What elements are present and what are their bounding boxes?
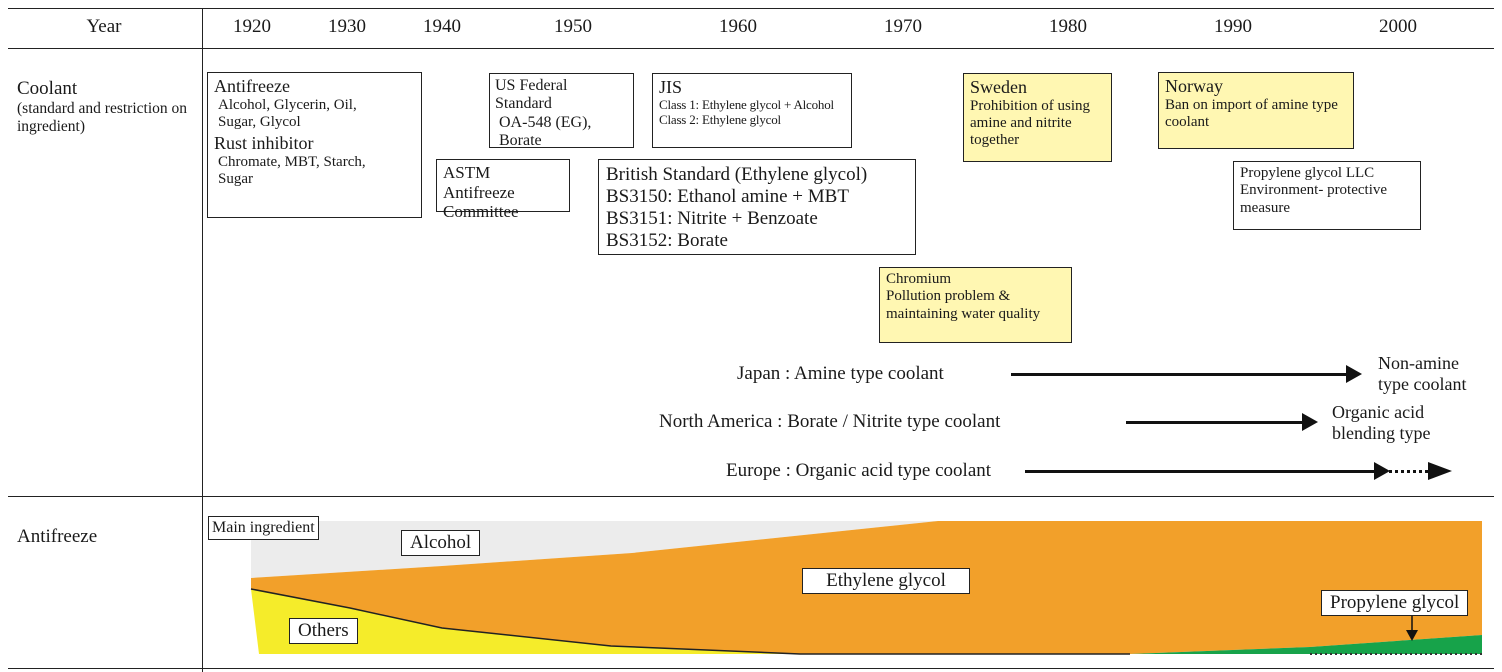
astm-line-2: Committee — [443, 202, 519, 222]
others-label: Others — [289, 618, 358, 644]
label-column-divider — [202, 8, 203, 672]
astm-line-1: ASTM Antifreeze — [443, 163, 515, 202]
others-boundary-line — [250, 588, 1130, 655]
antifreeze-title: Antifreeze — [214, 76, 290, 96]
japan-trend-arrow — [1011, 365, 1362, 383]
astm-box: ASTM Antifreeze Committee — [436, 159, 570, 221]
year-1940: 1940 — [423, 16, 461, 37]
japan-end-line-1: Non-amine — [1378, 353, 1459, 373]
japan-end-line-2: type coolant — [1378, 373, 1467, 394]
ethylene-glycol-label: Ethylene glycol — [802, 568, 970, 594]
jis-title: JIS — [659, 77, 683, 97]
sweden-line-3: together — [970, 132, 1020, 149]
propylene-llc-line-1: Propylene glycol LLC — [1240, 165, 1375, 181]
chromium-line-1: Chromium — [886, 271, 952, 287]
rust-inhibitor-line-1: Chromate, MBT, Starch, — [218, 153, 366, 170]
japan-trend-end: Non-amine type coolant — [1378, 353, 1466, 394]
norway-line-1: Ban on import of amine type — [1165, 96, 1338, 113]
jis-line-1: Class 1: Ethylene glycol + Alcohol — [659, 96, 834, 112]
jis-line-2: Class 2: Ethylene glycol — [659, 111, 781, 127]
propylene-glycol-label: Propylene glycol — [1321, 590, 1469, 616]
british-standard-box: British Standard (Ethylene glycol) BS315… — [598, 159, 916, 255]
north-america-trend-label: North America : Borate / Nitrite type co… — [659, 411, 1001, 432]
propylene-llc-line-2: Environment- protective — [1240, 182, 1388, 199]
us-federal-standard-box: US Federal Standard OA-548 (EG), Borate — [489, 73, 634, 150]
jis-box: JIS Class 1: Ethylene glycol + Alcohol C… — [652, 73, 852, 148]
europe-trend-label: Europe : Organic acid type coolant — [726, 460, 992, 481]
main-ingredient-label: Main ingredient — [208, 516, 319, 540]
propylene-glycol-llc-box: Propylene glycol LLC Environment- protec… — [1233, 161, 1421, 230]
year-1920: 1920 — [233, 16, 271, 37]
year-1950: 1950 — [554, 16, 592, 37]
year-1980: 1980 — [1049, 16, 1087, 37]
year-1960: 1960 — [719, 16, 757, 37]
bottom-border — [8, 668, 1494, 669]
sweden-box: Sweden Prohibition of using amine and ni… — [963, 73, 1112, 162]
antifreeze-rust-inhibitor-box: Antifreeze Alcohol, Glycerin, Oil, Sugar… — [207, 72, 422, 218]
coolant-row-label: Coolant (standard and restriction on ing… — [17, 78, 187, 135]
top-border — [8, 8, 1494, 9]
year-1990: 1990 — [1214, 16, 1252, 37]
year-1930: 1930 — [328, 16, 366, 37]
europe-trend-arrowhead — [1428, 462, 1452, 480]
year-1970: 1970 — [884, 16, 922, 37]
norway-title: Norway — [1165, 76, 1223, 96]
sweden-line-2: amine and nitrite — [970, 114, 1072, 131]
row-divider — [8, 496, 1494, 497]
north-america-trend-end: Organic acid blending type — [1332, 402, 1430, 443]
year-header: Year — [86, 16, 122, 37]
chromium-box: Chromium Pollution problem & maintaining… — [879, 267, 1072, 343]
chromium-line-2: Pollution problem & — [886, 288, 1011, 305]
rust-inhibitor-title: Rust inhibitor — [214, 133, 314, 154]
propylene-pointer-head — [1406, 630, 1418, 641]
sweden-title: Sweden — [970, 77, 1027, 97]
antifreeze-line-2: Sugar, Glycol — [218, 113, 301, 130]
us-federal-line-2: OA-548 (EG), — [499, 113, 592, 131]
propylene-llc-line-3: measure — [1240, 199, 1290, 216]
coolant-sublabel-2: ingredient) — [17, 117, 86, 135]
us-federal-line-1: US Federal Standard — [495, 77, 568, 113]
rust-inhibitor-line-2: Sugar — [218, 171, 253, 188]
british-line-1: British Standard (Ethylene glycol) — [606, 164, 868, 185]
north-america-trend-arrow — [1126, 413, 1318, 431]
north-america-end-line-1: Organic acid — [1332, 402, 1425, 422]
coolant-label: Coolant — [17, 78, 78, 99]
others-area — [251, 589, 1130, 654]
alcohol-label: Alcohol — [401, 530, 481, 556]
europe-trend-arrow-dotted — [1376, 470, 1428, 473]
north-america-end-line-2: blending type — [1332, 422, 1431, 443]
british-line-2: BS3150: Ethanol amine + MBT — [606, 185, 849, 207]
coolant-sublabel-1: (standard and restriction on — [17, 99, 188, 117]
british-line-3: BS3151: Nitrite + Benzoate — [606, 207, 818, 229]
antifreeze-line-1: Alcohol, Glycerin, Oil, — [218, 96, 357, 113]
sweden-line-1: Prohibition of using — [970, 97, 1091, 114]
year-2000: 2000 — [1379, 16, 1417, 37]
propylene-glycol-area — [1130, 635, 1482, 654]
british-line-4: BS3152: Borate — [606, 229, 728, 251]
japan-trend-label: Japan : Amine type coolant — [737, 363, 944, 384]
antifreeze-row-label: Antifreeze — [17, 526, 98, 547]
norway-box: Norway Ban on import of amine type coola… — [1158, 72, 1354, 149]
chromium-line-3: maintaining water quality — [886, 305, 1041, 322]
us-federal-line-3: Borate — [499, 132, 542, 150]
header-divider — [8, 48, 1494, 49]
norway-line-2: coolant — [1165, 113, 1210, 130]
